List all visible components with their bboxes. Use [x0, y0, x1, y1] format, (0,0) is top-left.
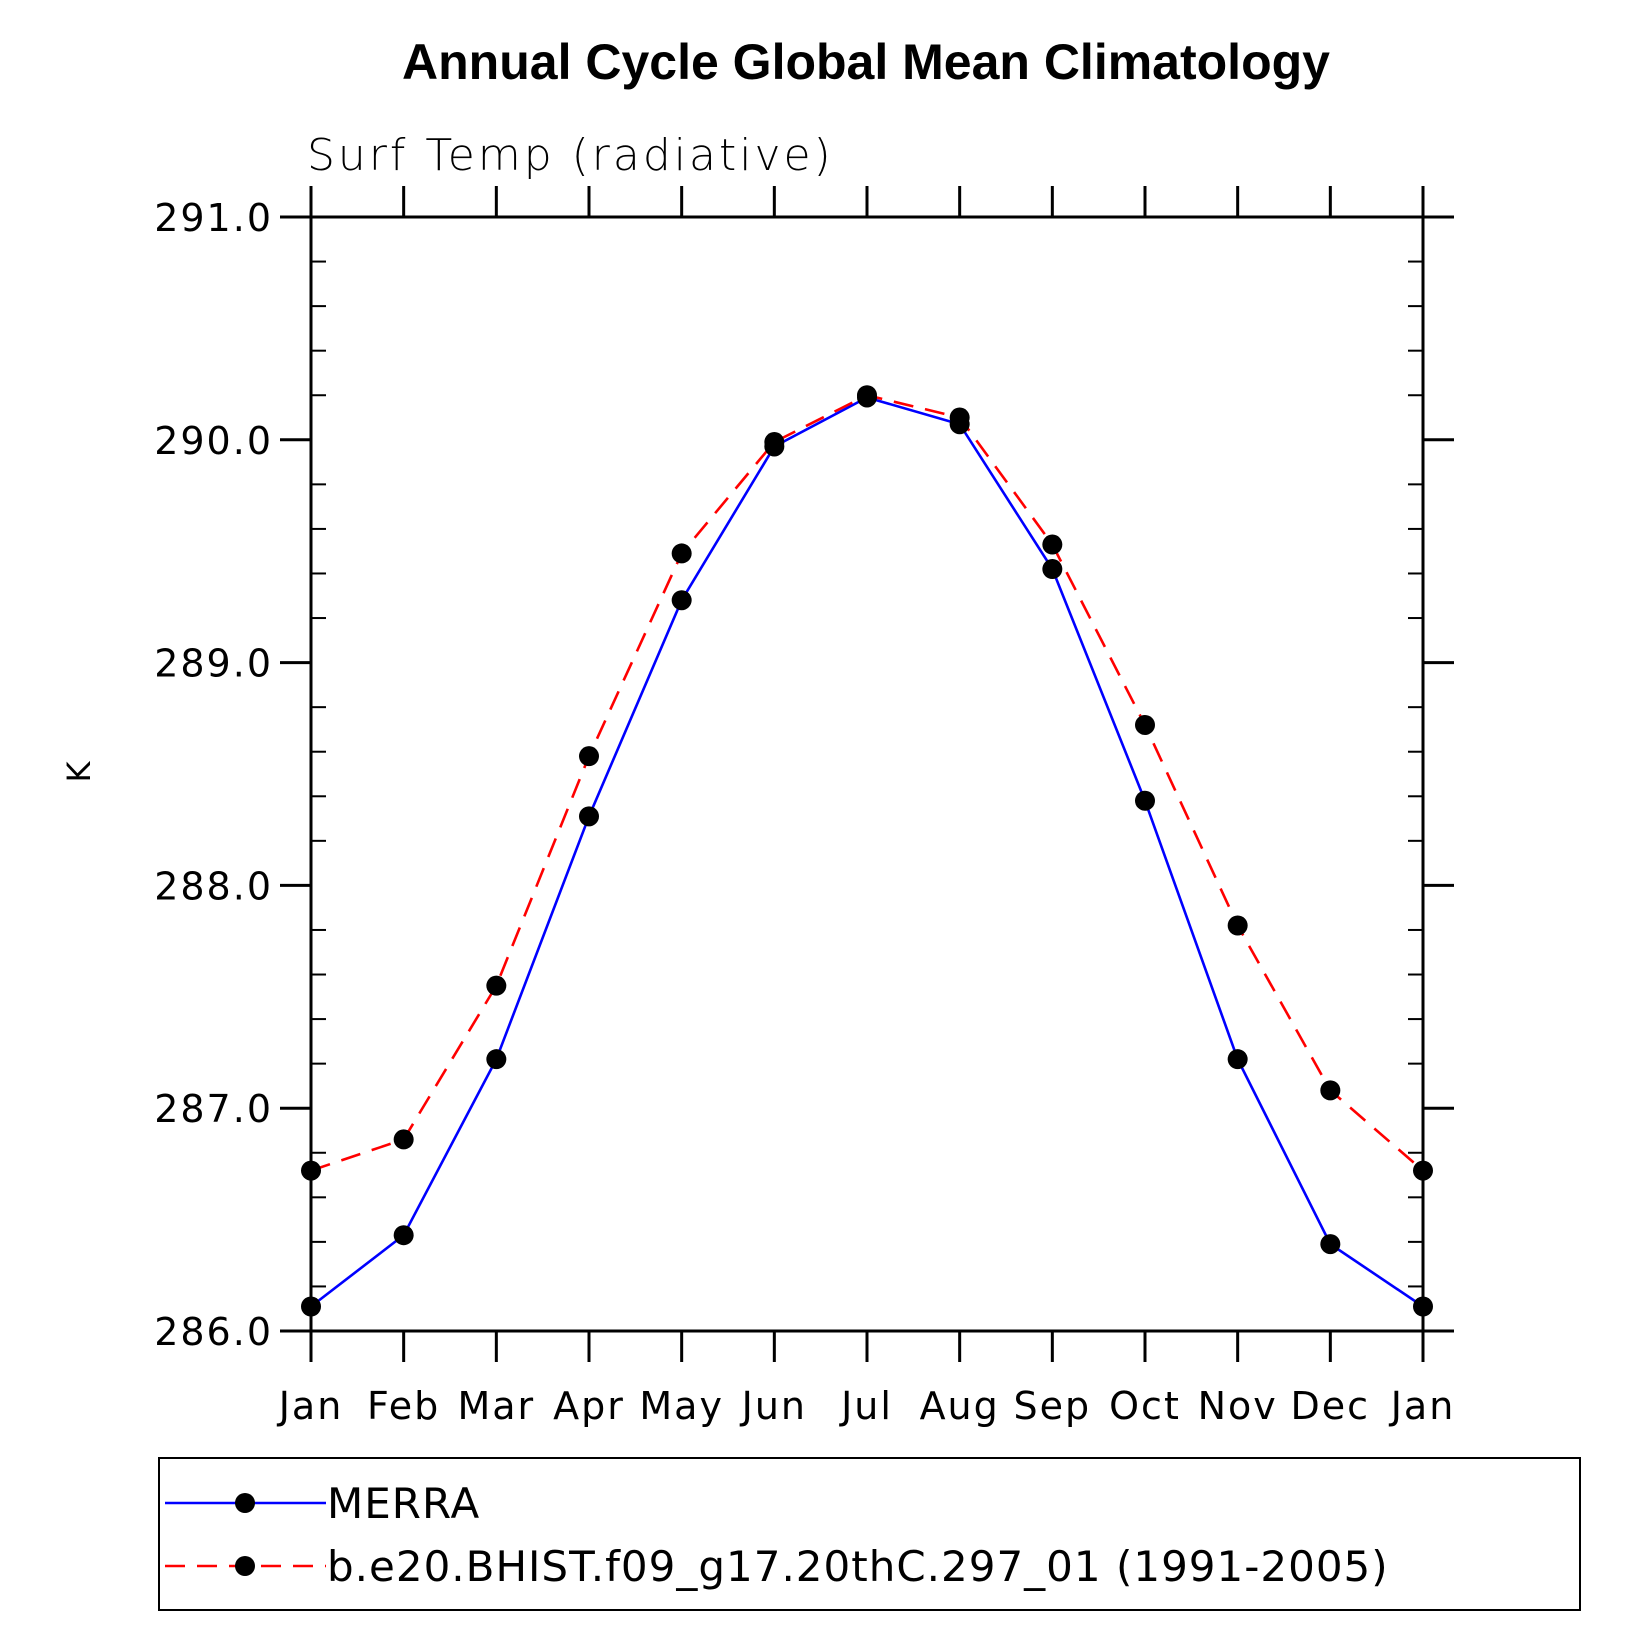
x-tick-label: Mar — [457, 1384, 535, 1428]
plot-area: Jan Feb Mar Apr May Jun Jul Aug Sep Oct Nov Dec Jan2… — [154, 186, 1456, 1428]
series-2-point — [1042, 534, 1063, 555]
x-tick-label: Jan — [1389, 1384, 1456, 1428]
chart-subtitle: Surf Temp (radiative) — [307, 130, 834, 181]
series-2-point — [393, 1129, 414, 1150]
series-2-point — [857, 385, 877, 406]
x-tick-label: Jun — [740, 1384, 807, 1428]
y-tick-label: 291.0 — [154, 196, 273, 240]
series-1-point — [1227, 1049, 1248, 1070]
legend: MERRA b.e20.BHIST.f09_g17.20thC.297_01 (1… — [158, 1457, 1581, 1611]
x-tick-label: Dec — [1291, 1384, 1371, 1428]
y-tick-label: 289.0 — [154, 642, 273, 686]
chart-title: Annual Cycle Global Mean Climatology — [402, 34, 1330, 90]
y-axis-label: K — [60, 760, 98, 782]
series-1-point — [1042, 559, 1063, 580]
series-2-point — [671, 543, 692, 564]
series-1-point — [486, 1049, 507, 1070]
series-2-point — [486, 975, 507, 996]
x-tick-label: Jul — [839, 1384, 893, 1428]
plot-frame — [309, 215, 1425, 1333]
series-1-point — [671, 590, 692, 611]
series-1-point — [1320, 1234, 1341, 1255]
series-line-1 — [310, 396, 1424, 1308]
series-1-point — [301, 1296, 321, 1317]
x-tick-label: Jan — [277, 1384, 344, 1428]
series-2-point — [1320, 1080, 1341, 1101]
series-1-point — [1135, 790, 1155, 811]
series-1-point — [1413, 1296, 1433, 1317]
x-tick-label: Aug — [920, 1384, 1000, 1428]
series-2-point — [1227, 915, 1248, 936]
series-2-point — [1135, 714, 1155, 735]
series-2-point — [301, 1160, 321, 1181]
x-tick-label: Feb — [367, 1384, 440, 1428]
series-line-2 — [310, 393, 1424, 1172]
series-1-point — [393, 1225, 414, 1246]
series-2-point — [579, 746, 599, 767]
legend-label-2: b.e20.BHIST.f09_g17.20thC.297_01 (1991-2… — [327, 1542, 1389, 1591]
legend-box — [158, 1457, 1581, 1611]
y-tick-label: 288.0 — [154, 864, 273, 908]
series-1-point — [579, 806, 599, 827]
series-2-point — [949, 407, 970, 428]
x-tick-label: Nov — [1198, 1384, 1278, 1428]
x-tick-label: Sep — [1014, 1384, 1092, 1428]
x-tick-label: Oct — [1109, 1384, 1181, 1428]
y-tick-label: 286.0 — [154, 1310, 273, 1354]
x-tick-label: Apr — [553, 1384, 625, 1428]
x-tick-label: May — [639, 1384, 724, 1428]
legend-marker-1 — [235, 1493, 255, 1513]
y-tick-label: 287.0 — [154, 1087, 273, 1131]
y-tick-label: 290.0 — [154, 419, 273, 463]
series-2-point — [1413, 1160, 1433, 1181]
legend-label-1: MERRA — [327, 1479, 480, 1528]
legend-marker-2 — [235, 1556, 255, 1576]
series-2-point — [764, 432, 785, 453]
